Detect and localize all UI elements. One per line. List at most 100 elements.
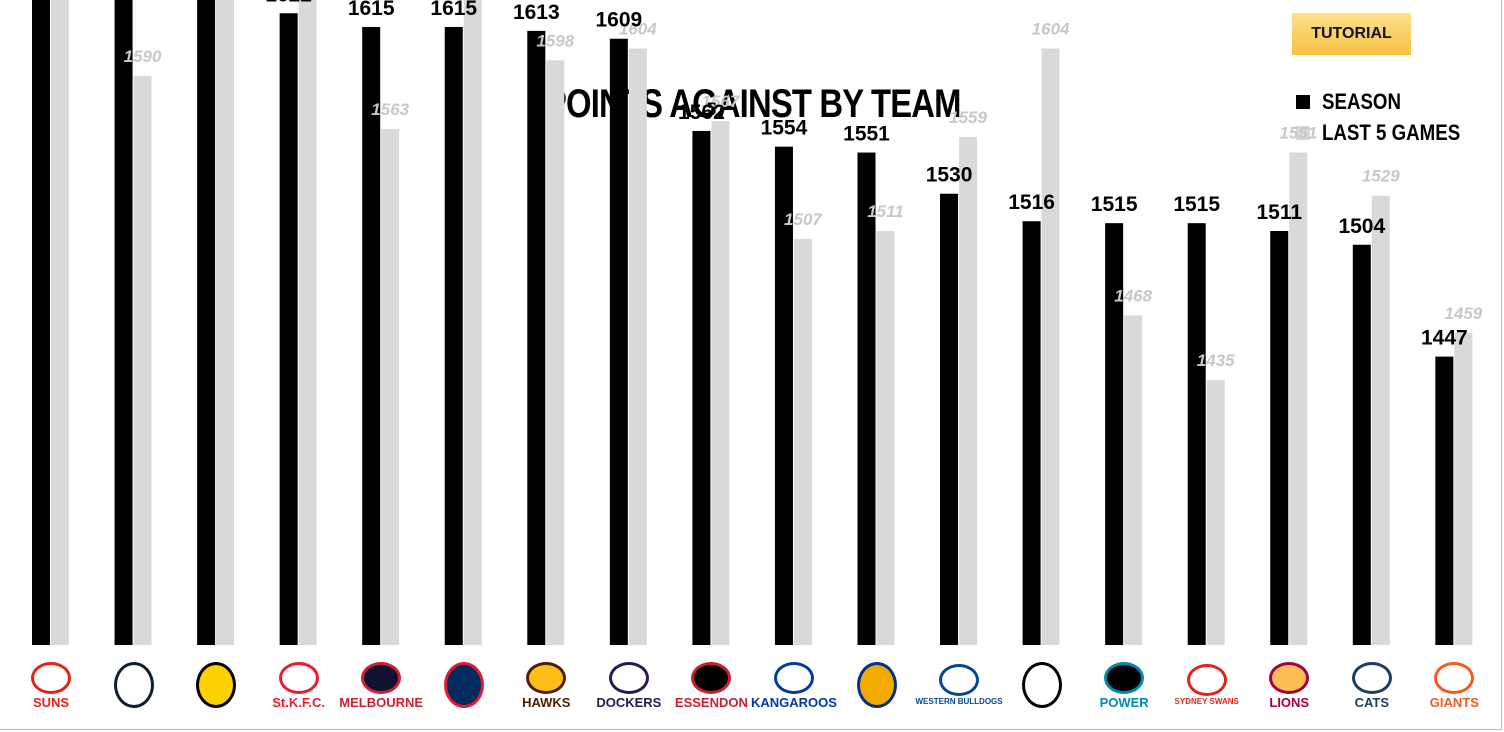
bar-last-5-games	[876, 231, 895, 645]
team-emblem-icon	[31, 661, 71, 694]
kangaroos-logo-icon: KANGAROOS	[751, 655, 837, 715]
eagles-logo-icon	[846, 655, 908, 715]
bar-last-5-games	[546, 60, 565, 646]
tutorial-button[interactable]: TUTORIAL	[1292, 13, 1411, 55]
team-logo-text: WESTERN BULLDOGS	[915, 697, 1003, 706]
bar-season	[362, 26, 381, 646]
team-emblem-icon	[278, 661, 319, 694]
bar-season	[1187, 223, 1206, 646]
bar-season	[857, 152, 876, 645]
bar-season	[774, 146, 793, 646]
swans-logo-icon: SYDNEY SWANS	[1175, 655, 1239, 715]
team-emblem-icon	[1269, 661, 1310, 694]
essendon-logo-icon: ESSENDON	[675, 655, 748, 715]
bar-last-5-games	[381, 128, 400, 645]
data-label-season: 1551	[843, 123, 890, 146]
team-emblem-icon	[1104, 661, 1145, 694]
bar-last-5-games	[1371, 195, 1390, 645]
data-label-last-5-games: 1563	[371, 100, 409, 119]
bar-season	[527, 30, 546, 646]
team-logo-text: ESSENDON	[674, 694, 748, 710]
bar-season	[444, 26, 463, 646]
bar-last-5-games	[793, 238, 812, 645]
team-emblem-icon	[856, 662, 897, 708]
bar-season	[1352, 244, 1371, 645]
legend-label-season: SEASON	[1322, 89, 1401, 114]
bar-season	[197, 0, 216, 646]
data-label-season: 1447	[1421, 327, 1468, 350]
bar-last-5-games	[1289, 152, 1308, 645]
team-logo-text: DOCKERS	[596, 694, 662, 710]
data-label-season: 1516	[1008, 191, 1055, 214]
power-logo-icon: POWER	[1093, 655, 1155, 715]
team-emblem-icon	[196, 662, 237, 708]
data-label-last-5-games: 1511	[867, 202, 904, 221]
bar-season	[1105, 223, 1124, 646]
bar-season	[114, 0, 133, 646]
bar-season	[1022, 221, 1041, 645]
hawks-logo-icon: HAWKS	[515, 655, 577, 715]
bar-last-5-games	[216, 0, 235, 645]
bar-last-5-games	[959, 136, 978, 646]
data-label-last-5-games: 1604	[619, 20, 657, 39]
lions-logo-icon: LIONS	[1258, 655, 1320, 715]
suns-logo-icon: SUNS	[20, 655, 82, 715]
adelaide-logo-icon	[433, 655, 495, 715]
legend-label-last-5-games: LAST 5 GAMES	[1322, 120, 1461, 145]
team-logo-text: CATS	[1354, 694, 1390, 710]
data-label-season: 1615	[348, 0, 395, 20]
team-logo-text: HAWKS	[522, 694, 571, 710]
carlton-logo-icon	[103, 655, 165, 715]
bar-last-5-games	[1454, 333, 1473, 645]
team-emblem-icon	[1434, 661, 1475, 694]
legend-item-season: SEASON	[1296, 89, 1415, 114]
bar-season	[940, 193, 959, 646]
team-logo-text: MELBOURNE	[339, 694, 424, 710]
data-label-last-5-games: 1529	[1362, 167, 1400, 186]
data-label-season: 1515	[1091, 193, 1138, 216]
giants-logo-icon: GIANTS	[1423, 655, 1485, 715]
legend-swatch-last-5-games	[1296, 126, 1310, 140]
bar-season	[1435, 356, 1454, 645]
dockers-logo-icon: DOCKERS	[596, 655, 662, 715]
team-emblem-icon	[443, 662, 484, 708]
data-label-season: 1613	[513, 1, 560, 24]
bar-season	[279, 13, 298, 645]
team-emblem-icon	[1351, 661, 1392, 694]
data-label-season: 1609	[595, 9, 642, 32]
legend-item-last-5-games: LAST 5 GAMES	[1296, 120, 1485, 145]
team-logo-text: St.K.F.C.	[272, 694, 325, 710]
bar-season	[609, 38, 628, 645]
data-label-season: 1504	[1338, 215, 1385, 238]
data-label-season: 1511	[1256, 201, 1302, 224]
team-logo-text: SUNS	[32, 694, 70, 710]
data-label-season: 1615	[430, 0, 477, 20]
team-logo-text: POWER	[1099, 694, 1149, 710]
bar-last-5-games	[463, 0, 482, 645]
bar-last-5-games	[711, 121, 730, 645]
team-emblem-icon	[1021, 662, 1062, 708]
bar-last-5-games	[1206, 380, 1225, 645]
bar-season	[1270, 231, 1289, 645]
team-emblem-icon	[113, 662, 154, 708]
data-label-last-5-games: 1507	[784, 210, 823, 229]
team-logo-text: LIONS	[1269, 694, 1310, 710]
data-label-season: 1515	[1173, 193, 1220, 216]
data-label-season: 1622	[265, 0, 312, 6]
data-label-season: 1530	[926, 164, 973, 187]
data-label-last-5-games: 1590	[124, 47, 162, 66]
cats-logo-icon: CATS	[1341, 655, 1403, 715]
bar-last-5-games	[298, 0, 317, 646]
bar-season	[32, 0, 50, 645]
data-label-last-5-games: 1459	[1444, 304, 1482, 323]
team-emblem-icon	[691, 661, 732, 694]
team-emblem-icon	[608, 661, 649, 694]
team-emblem-icon	[526, 661, 567, 694]
team-emblem-icon	[361, 661, 402, 694]
bar-last-5-games	[1124, 315, 1143, 645]
melbourne-logo-icon: MELBOURNE	[339, 655, 423, 715]
data-label-last-5-games: 1468	[1114, 286, 1152, 305]
bar-season	[692, 130, 711, 645]
stkilda-logo-icon: St.K.F.C.	[268, 655, 330, 715]
